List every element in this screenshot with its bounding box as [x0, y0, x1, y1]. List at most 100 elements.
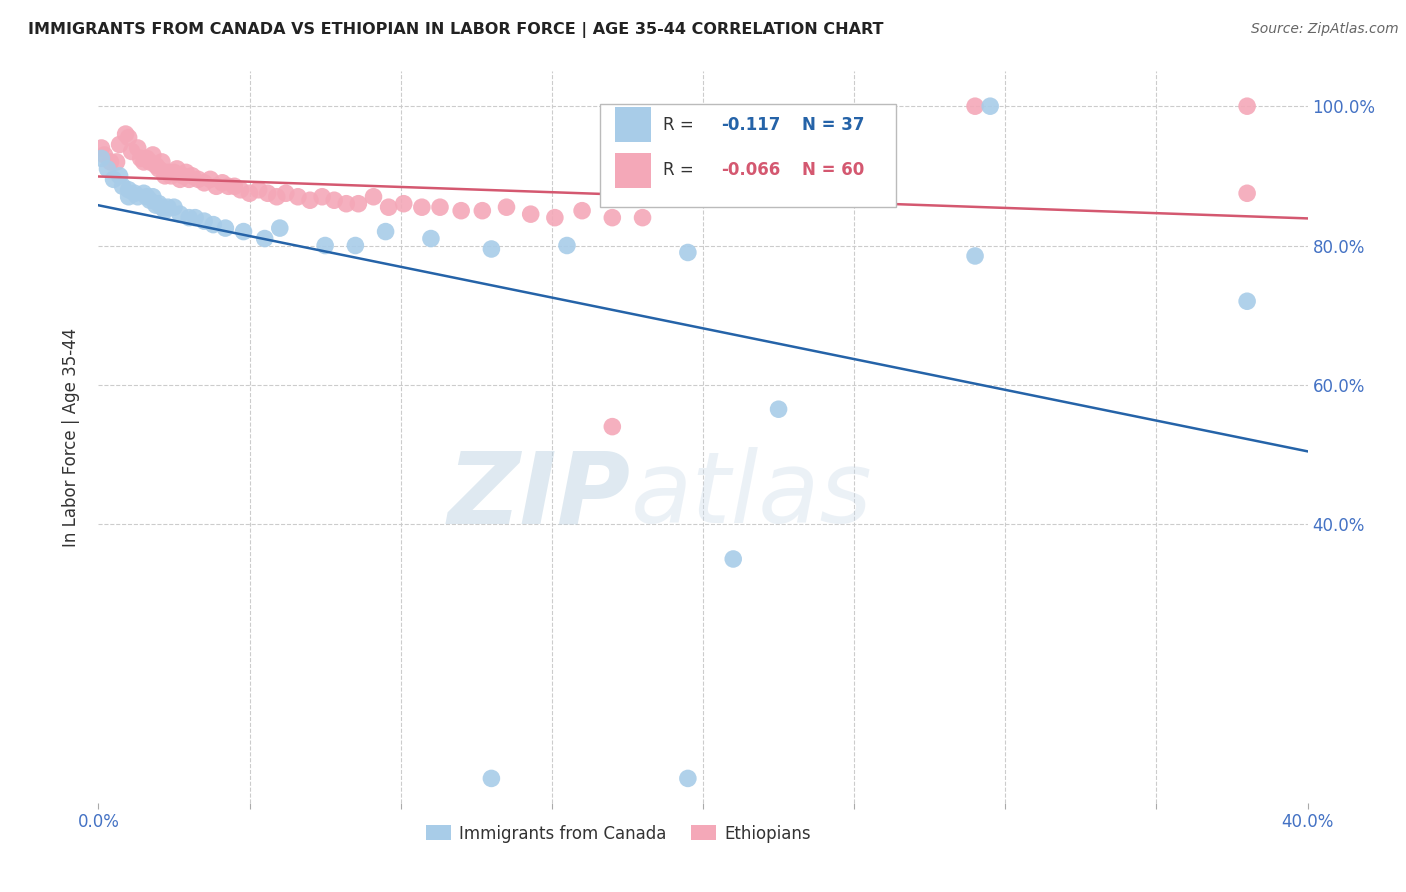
Point — [374, 225, 396, 239]
Point — [139, 155, 162, 169]
Y-axis label: In Labor Force | Age 35-44: In Labor Force | Age 35-44 — [62, 327, 80, 547]
Point — [148, 161, 170, 176]
Point — [132, 155, 155, 169]
Point — [172, 169, 194, 183]
Point — [148, 196, 170, 211]
Point — [299, 193, 322, 207]
Point — [179, 211, 201, 225]
Point — [555, 238, 578, 252]
Point — [347, 196, 370, 211]
Point — [481, 772, 503, 786]
Point — [676, 772, 699, 786]
Point — [160, 169, 183, 183]
Point — [181, 169, 204, 183]
Point — [105, 155, 128, 169]
Point — [1236, 99, 1258, 113]
Point — [344, 238, 367, 252]
Text: Source: ZipAtlas.com: Source: ZipAtlas.com — [1251, 22, 1399, 37]
Point — [723, 552, 745, 566]
Point — [211, 176, 233, 190]
Point — [118, 190, 141, 204]
Point — [163, 200, 186, 214]
Text: -0.117: -0.117 — [721, 116, 780, 134]
Point — [214, 221, 236, 235]
Point — [420, 231, 443, 245]
Point — [135, 190, 157, 204]
Point — [471, 203, 494, 218]
Point — [193, 214, 215, 228]
Point — [1236, 294, 1258, 309]
Text: -0.066: -0.066 — [721, 161, 780, 179]
Point — [768, 402, 790, 417]
Text: R =: R = — [664, 116, 699, 134]
Point — [274, 186, 297, 201]
Point — [129, 152, 152, 166]
Point — [96, 161, 118, 176]
Point — [100, 155, 122, 169]
Legend: Immigrants from Canada, Ethiopians: Immigrants from Canada, Ethiopians — [419, 818, 818, 849]
Point — [108, 169, 131, 183]
Point — [169, 172, 191, 186]
Point — [174, 165, 197, 179]
Point — [239, 186, 262, 201]
Point — [269, 221, 291, 235]
Text: N = 37: N = 37 — [803, 116, 865, 134]
FancyBboxPatch shape — [600, 104, 897, 207]
Point — [202, 218, 225, 232]
Point — [142, 190, 165, 204]
Point — [323, 193, 346, 207]
Point — [979, 99, 1001, 113]
Point — [93, 148, 115, 162]
Point — [224, 179, 246, 194]
Point — [135, 152, 157, 166]
Point — [153, 203, 176, 218]
Point — [108, 137, 131, 152]
Point — [150, 155, 173, 169]
Point — [429, 200, 451, 214]
FancyBboxPatch shape — [614, 153, 651, 187]
Point — [179, 172, 201, 186]
Point — [150, 200, 173, 214]
Point — [127, 141, 149, 155]
Point — [187, 172, 209, 186]
Point — [495, 200, 517, 214]
Point — [571, 203, 593, 218]
Point — [450, 203, 472, 218]
Point — [481, 242, 503, 256]
Point — [335, 196, 357, 211]
Point — [965, 99, 987, 113]
Point — [153, 169, 176, 183]
Point — [256, 186, 278, 201]
Point — [392, 196, 415, 211]
Point — [114, 127, 136, 141]
Point — [118, 183, 141, 197]
Text: IMMIGRANTS FROM CANADA VS ETHIOPIAN IN LABOR FORCE | AGE 35-44 CORRELATION CHART: IMMIGRANTS FROM CANADA VS ETHIOPIAN IN L… — [28, 22, 883, 38]
Point — [103, 172, 125, 186]
Point — [377, 200, 399, 214]
FancyBboxPatch shape — [614, 107, 651, 143]
Point — [166, 161, 188, 176]
Point — [631, 211, 654, 225]
Point — [132, 186, 155, 201]
Point — [217, 179, 239, 194]
Point — [124, 186, 146, 201]
Point — [311, 190, 333, 204]
Point — [232, 225, 254, 239]
Point — [205, 179, 228, 194]
Point — [118, 130, 141, 145]
Point — [142, 148, 165, 162]
Point — [145, 198, 167, 212]
Point — [169, 207, 191, 221]
Point — [602, 211, 624, 225]
Point — [411, 200, 433, 214]
Point — [363, 190, 385, 204]
Point — [184, 211, 207, 225]
Point — [139, 193, 162, 207]
Point — [314, 238, 336, 252]
Text: atlas: atlas — [630, 447, 872, 544]
Point — [1236, 186, 1258, 201]
Point — [156, 200, 179, 214]
Point — [253, 231, 276, 245]
Point — [156, 165, 179, 179]
Point — [544, 211, 567, 225]
